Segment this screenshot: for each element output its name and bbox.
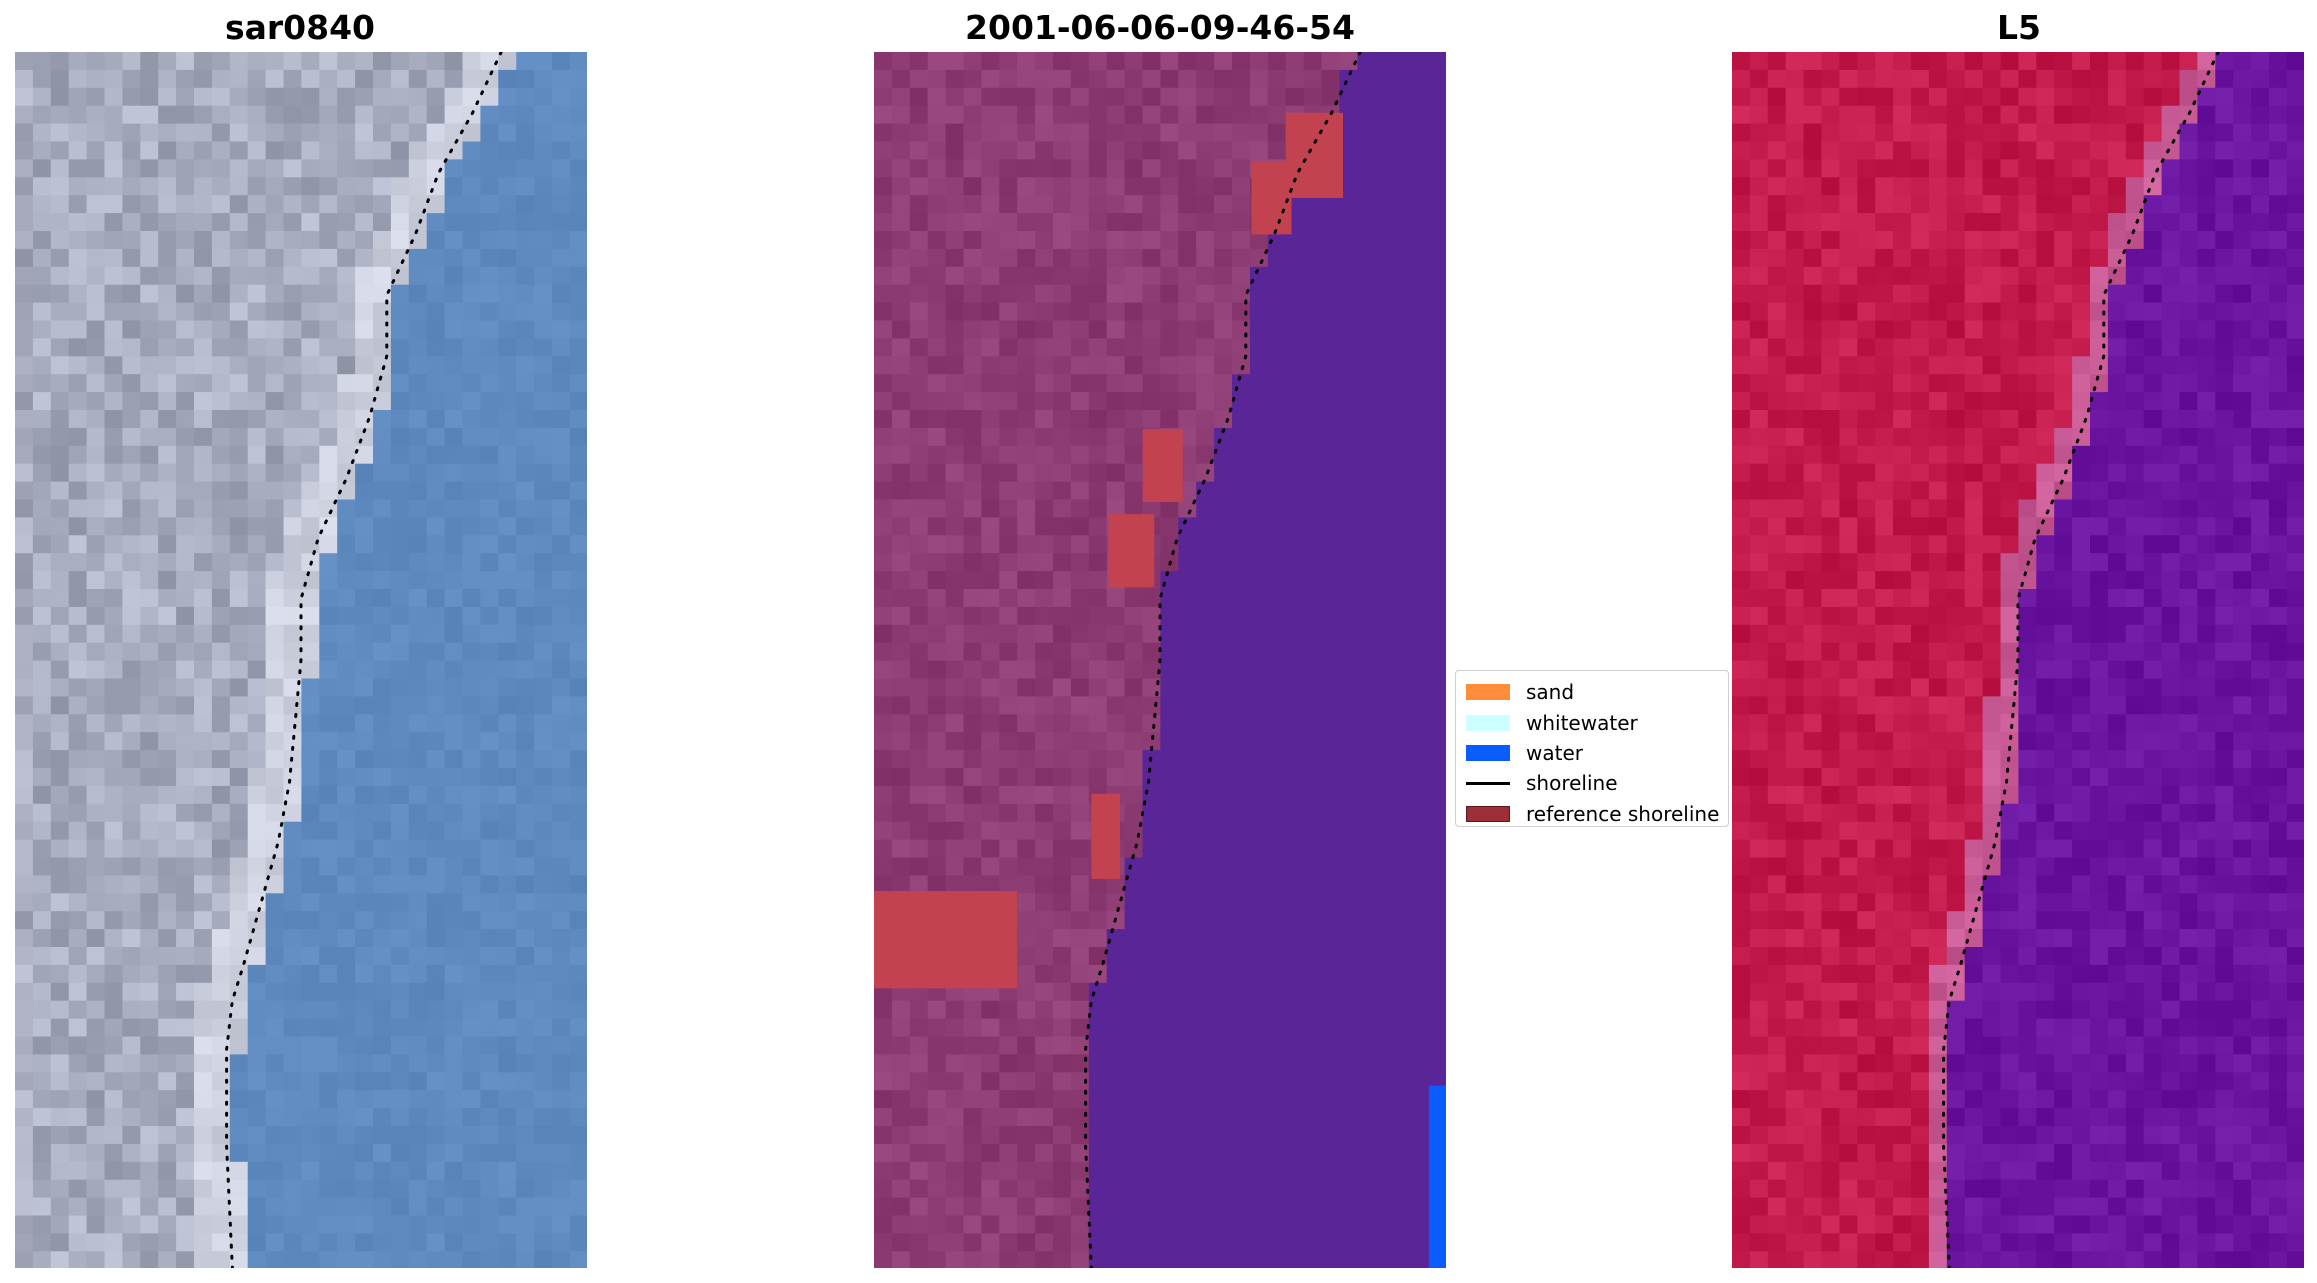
panel-title-index: L5	[1997, 8, 2041, 47]
reference-shoreline-swatch	[1466, 805, 1510, 822]
panel-title-rgb: sar0840	[224, 8, 376, 47]
reference-shoreline-region	[874, 891, 1017, 989]
legend-label: water	[1526, 740, 1583, 765]
reference-shoreline-region	[1108, 514, 1155, 588]
reference-shoreline-region	[1091, 793, 1120, 879]
whitewater-swatch	[1466, 714, 1510, 731]
index-image-panel	[1732, 52, 2304, 1268]
reference-shoreline-region	[1251, 161, 1292, 235]
legend-label: reference shoreline	[1526, 801, 1720, 826]
water-index-image	[1732, 52, 2304, 1268]
legend: sand whitewater water shoreline referenc…	[1455, 670, 1729, 827]
water-pixels	[1428, 1085, 1446, 1268]
panel-title-classified: 2001-06-06-09-46-54	[965, 8, 1355, 47]
shoreline-dotted-line	[225, 52, 503, 1268]
rgb-image-panel	[15, 52, 587, 1268]
shoreline-dotted-line	[1942, 52, 2220, 1268]
legend-label: shoreline	[1526, 771, 1618, 796]
reference-shoreline-region	[1285, 112, 1343, 198]
shoreline-line-swatch	[1466, 781, 1510, 785]
rgb-image	[15, 52, 587, 1268]
legend-item-whitewater: whitewater	[1466, 707, 1718, 737]
classified-image-panel	[874, 52, 1446, 1268]
sand-swatch	[1466, 684, 1510, 701]
legend-label: sand	[1526, 680, 1575, 705]
legend-item-water: water	[1466, 738, 1718, 768]
legend-item-sand: sand	[1466, 677, 1718, 707]
reference-shoreline-region	[1142, 429, 1183, 502]
legend-item-shoreline: shoreline	[1466, 768, 1718, 798]
legend-label: whitewater	[1526, 710, 1638, 735]
classified-image	[874, 52, 1446, 1268]
shoreline-dotted-line	[1084, 52, 1362, 1268]
water-swatch	[1466, 744, 1510, 761]
legend-item-reference-shoreline: reference shoreline	[1466, 799, 1720, 829]
